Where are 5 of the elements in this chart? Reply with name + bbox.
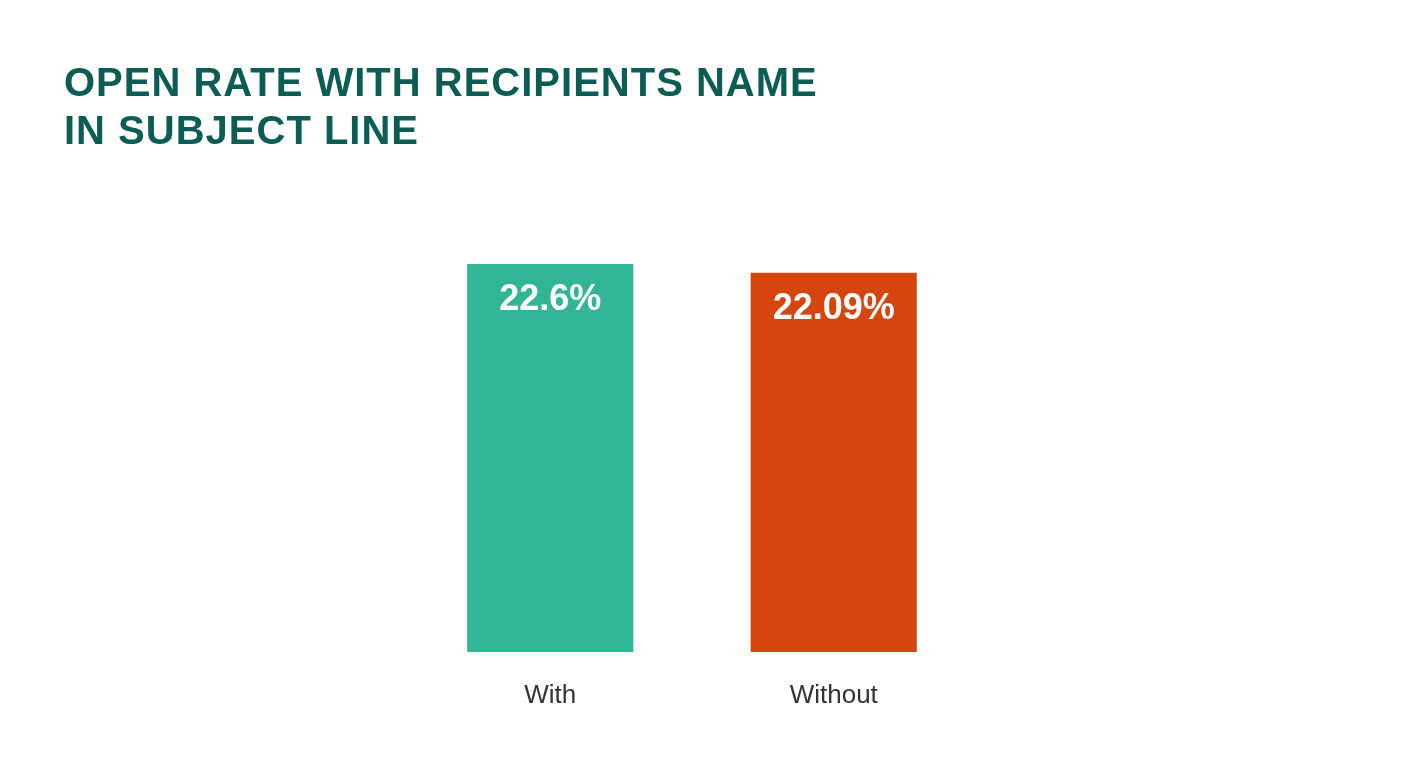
chart-title: OPEN RATE WITH RECIPIENTS NAME IN SUBJECT LINE <box>64 60 818 152</box>
x-tick-label: Without <box>789 679 879 709</box>
x-tick-label: With <box>524 679 577 709</box>
data-label: 22.6% <box>499 277 602 318</box>
data-label: 22.09% <box>772 285 895 327</box>
